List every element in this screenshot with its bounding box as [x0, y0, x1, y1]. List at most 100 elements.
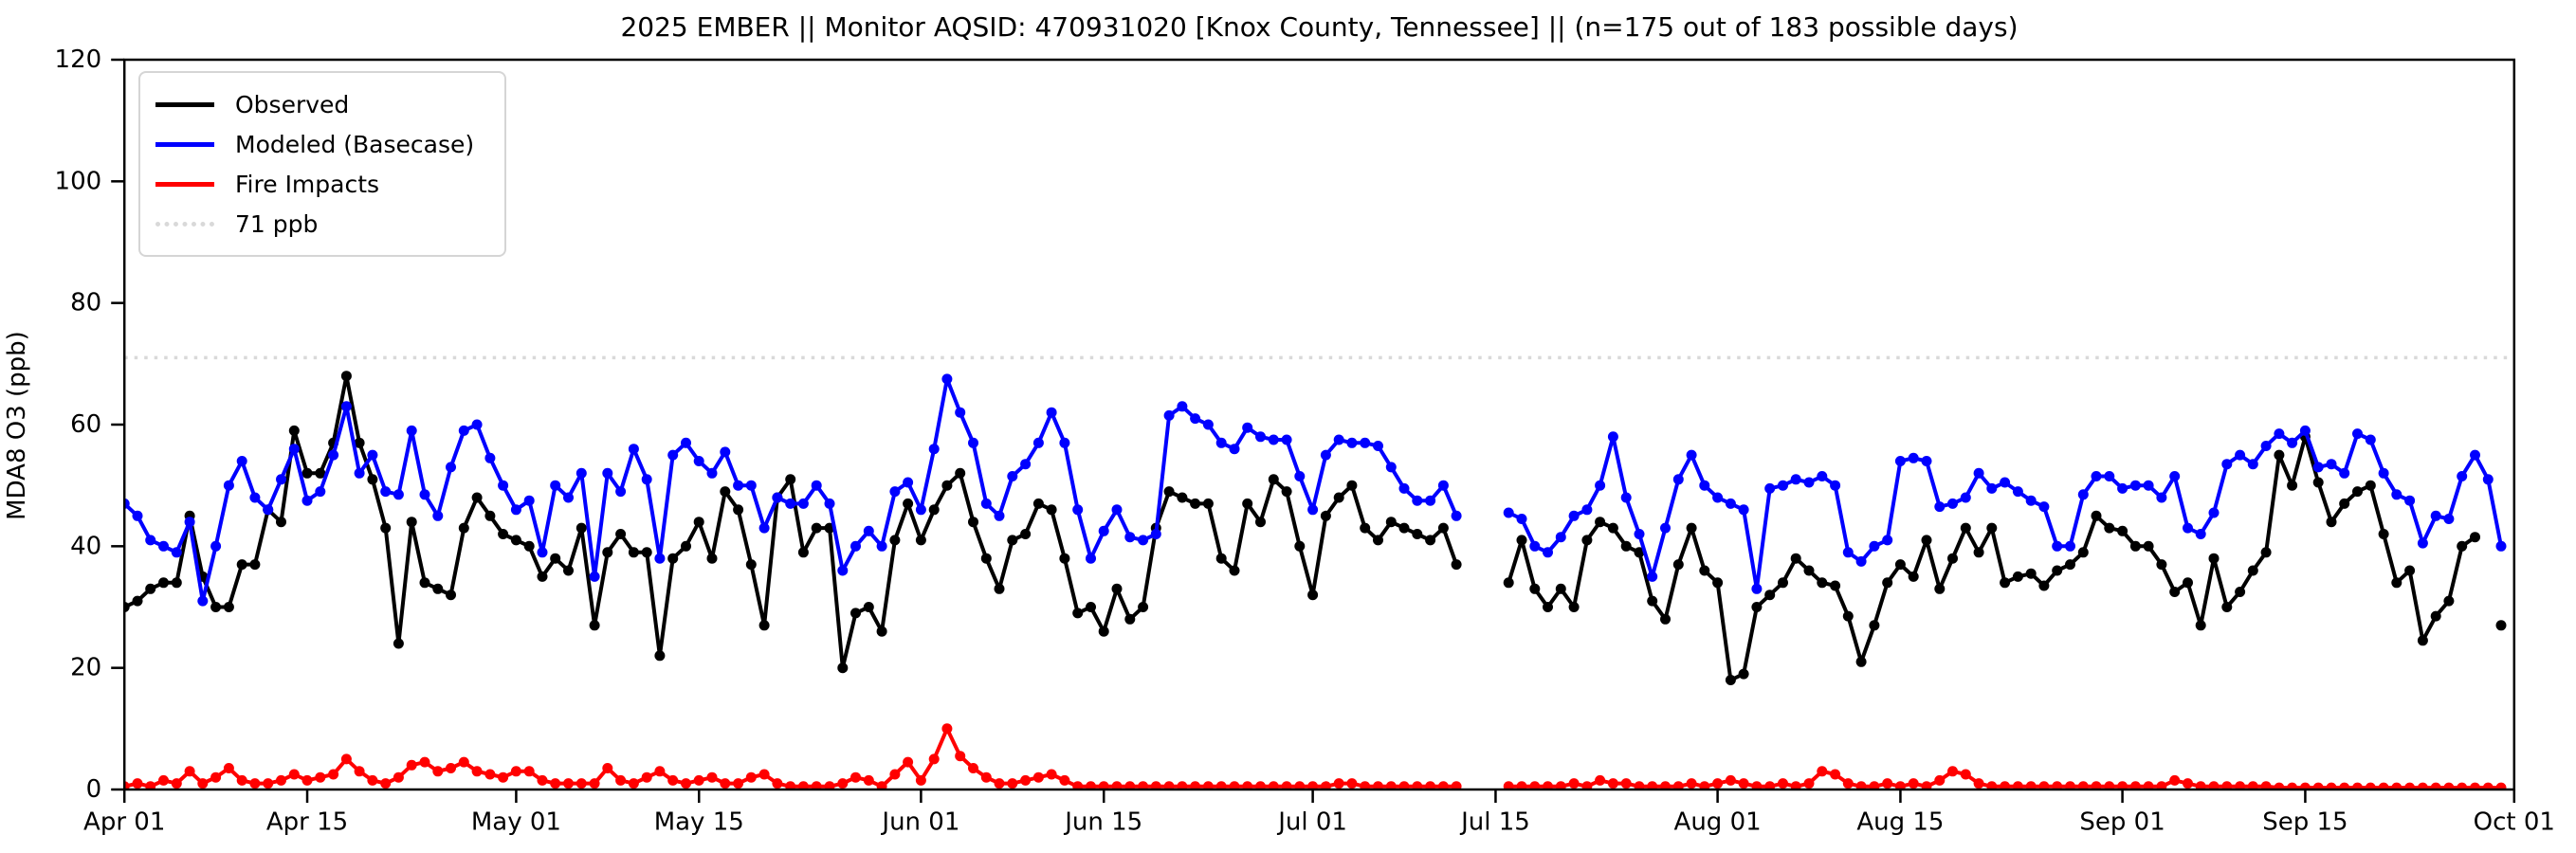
- observed-line-swatch-icon: [155, 101, 214, 107]
- data-point-observed: [2012, 571, 2023, 582]
- data-point-observed: [2417, 635, 2428, 646]
- data-point-fire: [1986, 781, 1998, 790]
- data-point-modeled: [1281, 434, 1292, 445]
- data-point-observed: [1177, 492, 1188, 503]
- data-point-fire: [1595, 774, 1606, 786]
- data-point-observed: [1595, 517, 1606, 528]
- data-point-fire: [1346, 778, 1358, 789]
- data-point-modeled: [2274, 428, 2285, 440]
- data-point-fire: [2352, 782, 2363, 790]
- x-tick-label: Jul 15: [1459, 808, 1530, 836]
- data-point-modeled: [2457, 471, 2468, 481]
- data-point-modeled: [1294, 471, 1306, 481]
- data-point-observed: [1202, 498, 1214, 509]
- data-point-observed: [1503, 577, 1514, 589]
- data-point-modeled: [1555, 532, 1566, 543]
- data-point-modeled: [471, 419, 483, 430]
- data-point-modeled: [2326, 459, 2337, 470]
- data-point-observed: [432, 583, 444, 594]
- data-point-fire: [1620, 778, 1632, 789]
- series-line-modeled: [123, 376, 2503, 604]
- data-point-fire: [602, 763, 613, 773]
- data-point-observed: [1360, 522, 1371, 534]
- data-point-observed: [980, 553, 992, 564]
- data-point-fire: [1503, 781, 1514, 790]
- data-point-fire: [1150, 781, 1161, 790]
- data-point-modeled: [850, 540, 861, 552]
- data-point-fire: [1803, 778, 1815, 789]
- data-point-fire: [1751, 781, 1763, 790]
- data-point-modeled: [406, 425, 417, 436]
- data-point-fire: [1672, 781, 1684, 790]
- data-point-observed: [693, 517, 704, 528]
- data-point-modeled: [184, 517, 195, 528]
- data-point-modeled: [197, 595, 209, 607]
- data-point-observed: [1869, 620, 1880, 631]
- data-point-observed: [667, 553, 679, 564]
- data-point-modeled: [132, 510, 143, 521]
- data-point-fire: [288, 769, 300, 780]
- data-point-observed: [249, 559, 261, 571]
- data-point-modeled: [1373, 441, 1383, 451]
- data-point-modeled: [1307, 504, 1319, 516]
- data-point-modeled: [1437, 480, 1449, 491]
- data-point-fire: [249, 778, 261, 789]
- data-point-fire: [733, 778, 744, 789]
- data-point-fire: [380, 778, 392, 789]
- data-point-observed: [2326, 517, 2337, 528]
- data-point-modeled: [2352, 428, 2363, 440]
- data-point-fire: [1215, 781, 1227, 790]
- data-point-observed: [236, 559, 247, 571]
- data-point-fire: [2221, 781, 2233, 790]
- data-point-modeled: [785, 498, 796, 509]
- data-point-modeled: [158, 540, 169, 552]
- data-point-modeled: [223, 480, 234, 491]
- data-point-modeled: [654, 553, 666, 564]
- data-point-observed: [575, 522, 587, 534]
- data-point-fire: [955, 751, 966, 762]
- data-point-observed: [158, 577, 169, 589]
- data-point-modeled: [1973, 467, 1984, 479]
- data-point-modeled: [1934, 501, 1946, 513]
- data-point-modeled: [720, 446, 731, 458]
- series-group: [123, 371, 2507, 790]
- data-point-modeled: [145, 535, 156, 546]
- data-point-fire: [1229, 781, 1240, 790]
- data-point-modeled: [1451, 510, 1462, 521]
- legend-label-modeled: Modeled (Basecase): [235, 130, 475, 158]
- data-point-observed: [1437, 522, 1449, 534]
- data-point-fire: [2299, 782, 2311, 790]
- data-point-fire: [1385, 781, 1397, 790]
- data-point-modeled: [589, 571, 600, 582]
- data-point-fire: [720, 778, 731, 789]
- data-point-fire: [837, 778, 849, 789]
- data-point-modeled: [301, 495, 313, 506]
- data-point-modeled: [2417, 537, 2428, 549]
- data-point-fire: [393, 771, 404, 783]
- data-point-fire: [2260, 781, 2272, 790]
- data-point-observed: [1855, 656, 1867, 667]
- data-point-observed: [1947, 553, 1958, 564]
- data-point-modeled: [1190, 413, 1201, 425]
- data-point-observed: [1242, 498, 1253, 509]
- data-point-modeled: [1581, 504, 1593, 516]
- data-point-fire: [236, 774, 247, 786]
- data-point-modeled: [1059, 437, 1070, 448]
- x-tick-label: May 15: [654, 808, 744, 836]
- data-point-fire: [824, 781, 835, 790]
- data-point-fire: [1908, 778, 1919, 789]
- data-point-modeled: [1020, 459, 1032, 470]
- data-point-observed: [1790, 553, 1801, 564]
- data-point-observed: [1712, 577, 1724, 589]
- data-point-fire: [667, 774, 679, 786]
- data-point-observed: [1986, 522, 1998, 534]
- data-point-observed: [419, 577, 430, 589]
- data-point-fire: [2417, 782, 2428, 790]
- data-point-modeled: [758, 522, 770, 534]
- data-point-fire: [1921, 781, 1932, 790]
- data-point-modeled: [1725, 498, 1736, 509]
- data-point-fire: [1842, 778, 1854, 789]
- data-point-modeled: [2470, 449, 2480, 461]
- data-point-observed: [1124, 613, 1136, 625]
